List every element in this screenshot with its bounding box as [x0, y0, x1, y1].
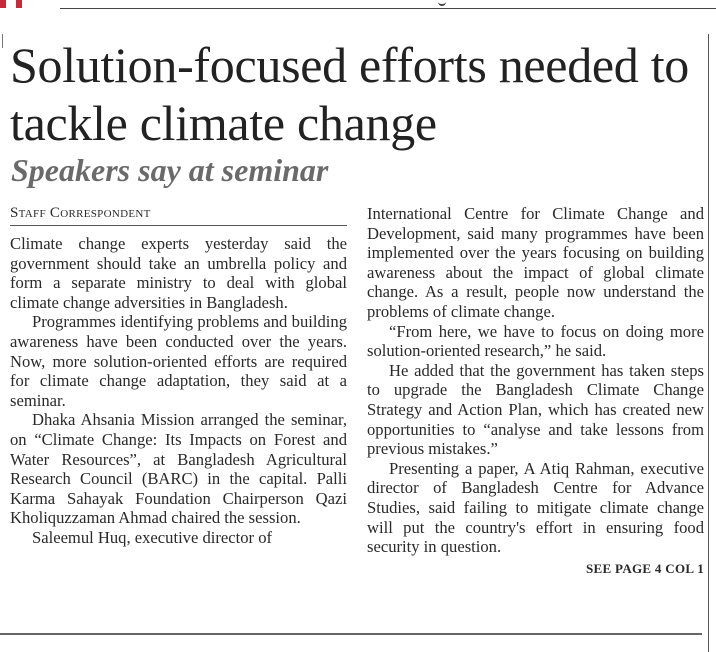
- paragraph: He added that the government has taken s…: [367, 360, 704, 459]
- right-border: [708, 34, 709, 652]
- paragraph: Dhaka Ahsania Mission arranged the semin…: [10, 410, 347, 528]
- cropped-text-fragment: [438, 0, 446, 6]
- masthead-fragment: [0, 0, 6, 8]
- paragraph: Programmes identifying problems and buil…: [10, 312, 347, 410]
- paragraph: Climate change experts yesterday said th…: [10, 234, 347, 312]
- headline: Solution-focused efforts needed to tackl…: [10, 37, 689, 151]
- subhead: Speakers say at seminar: [11, 152, 329, 188]
- left-border: [2, 34, 3, 48]
- paragraph: “From here, we have to focus on doing mo…: [367, 321, 704, 361]
- paragraph: Presenting a paper, A Atiq Rahman, execu…: [367, 458, 704, 557]
- masthead-fragment: [16, 0, 22, 8]
- article-column-right: International Centre for Climate Change …: [367, 204, 704, 578]
- continuation-note: SEE PAGE 4 COL 1: [586, 560, 704, 576]
- bottom-divider: [0, 633, 702, 635]
- article-column-left: Staff Correspondent Climate change exper…: [10, 204, 347, 548]
- top-divider: [60, 8, 716, 9]
- paragraph: International Centre for Climate Change …: [367, 204, 704, 321]
- byline: Staff Correspondent: [10, 204, 347, 226]
- paragraph: Saleemul Huq, executive director of: [32, 527, 273, 547]
